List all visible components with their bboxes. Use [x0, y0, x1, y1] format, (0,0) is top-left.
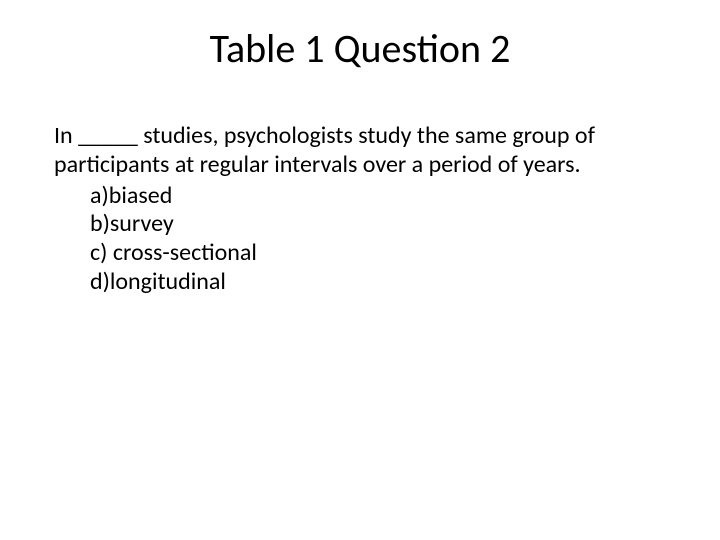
slide: Table 1 Question 2 In _____ studies, psy… — [0, 0, 720, 540]
option-letter: a) — [90, 182, 109, 211]
slide-title: Table 1 Question 2 — [0, 24, 720, 73]
option-text: biased — [109, 181, 173, 210]
option-letter: b) — [90, 210, 110, 239]
question-body: In _____ studies, psychologists study th… — [54, 122, 666, 297]
option-text: longitudinal — [110, 267, 226, 296]
option-text: cross-sectional — [113, 238, 257, 267]
option-letter: d) — [90, 268, 110, 297]
option-letter: c) — [90, 239, 107, 268]
question-stem: In _____ studies, psychologists study th… — [54, 122, 666, 180]
option-c: c) cross-sectional — [90, 239, 666, 268]
option-a: a)biased — [90, 182, 666, 211]
option-text: survey — [110, 209, 174, 238]
option-b: b)survey — [90, 210, 666, 239]
option-d: d)longitudinal — [90, 268, 666, 297]
answer-options: a)biased b)survey c) cross-sectional d)l… — [54, 182, 666, 297]
